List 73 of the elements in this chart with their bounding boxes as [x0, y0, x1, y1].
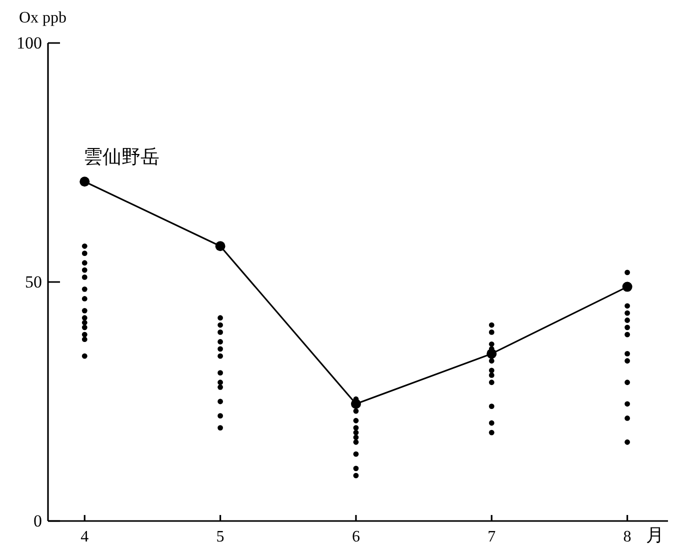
- point: [624, 416, 630, 421]
- series-label: 雲仙野岳: [84, 147, 160, 168]
- point: [353, 451, 359, 457]
- point: [624, 351, 630, 356]
- point: [624, 380, 630, 386]
- point: [624, 439, 630, 445]
- point: [82, 250, 88, 256]
- point: [353, 466, 359, 472]
- point: [82, 320, 88, 326]
- point: [218, 398, 223, 404]
- point: [218, 413, 223, 419]
- point: [624, 303, 630, 309]
- point: [82, 315, 88, 321]
- x-tick-label: 6: [352, 528, 360, 545]
- point: [624, 324, 630, 330]
- point: [488, 341, 494, 347]
- point: [488, 368, 494, 374]
- point: [218, 346, 223, 352]
- point: [82, 353, 88, 359]
- point: [488, 380, 494, 386]
- point: [353, 439, 359, 445]
- y-tick-label: 100: [16, 34, 42, 52]
- point: [82, 286, 88, 292]
- point: [82, 267, 88, 273]
- point: [218, 329, 223, 335]
- point: [622, 282, 632, 292]
- point: [215, 241, 226, 252]
- point: [82, 243, 88, 249]
- point: [488, 404, 494, 409]
- point: [218, 384, 223, 390]
- x-tick-label: 7: [488, 528, 496, 545]
- point: [353, 425, 359, 430]
- point: [218, 322, 223, 328]
- point: [353, 418, 359, 424]
- y-axis-title: Ox ppb: [19, 10, 67, 26]
- point: [80, 176, 90, 187]
- x-tick-label: 8: [623, 528, 632, 545]
- point: [353, 434, 359, 440]
- point: [624, 318, 630, 323]
- point: [488, 420, 494, 426]
- point: [218, 315, 223, 321]
- point: [218, 370, 223, 376]
- point: [350, 398, 361, 409]
- point: [488, 358, 494, 364]
- point: [82, 296, 88, 302]
- point: [218, 425, 223, 430]
- point: [82, 336, 88, 342]
- point: [624, 401, 630, 407]
- point: [353, 472, 359, 478]
- x-axis-title: 月: [646, 525, 664, 545]
- y-tick-label: 0: [34, 512, 42, 530]
- point: [353, 430, 359, 436]
- point: [82, 332, 88, 338]
- point: [82, 324, 88, 330]
- point: [488, 372, 494, 378]
- point: [353, 408, 359, 414]
- point: [218, 380, 223, 386]
- point: [624, 310, 630, 316]
- point: [82, 274, 88, 280]
- point: [82, 260, 88, 266]
- point: [218, 339, 223, 344]
- point: [82, 308, 88, 314]
- point: [624, 358, 630, 364]
- point: [624, 332, 630, 338]
- y-tick-label: 50: [25, 272, 42, 292]
- x-tick-label: 4: [80, 528, 89, 545]
- point: [218, 353, 223, 359]
- point: [488, 329, 494, 335]
- point: [488, 322, 494, 328]
- x-tick-label: 5: [216, 528, 224, 545]
- point: [488, 430, 494, 436]
- point: [624, 270, 630, 276]
- point: [486, 348, 497, 359]
